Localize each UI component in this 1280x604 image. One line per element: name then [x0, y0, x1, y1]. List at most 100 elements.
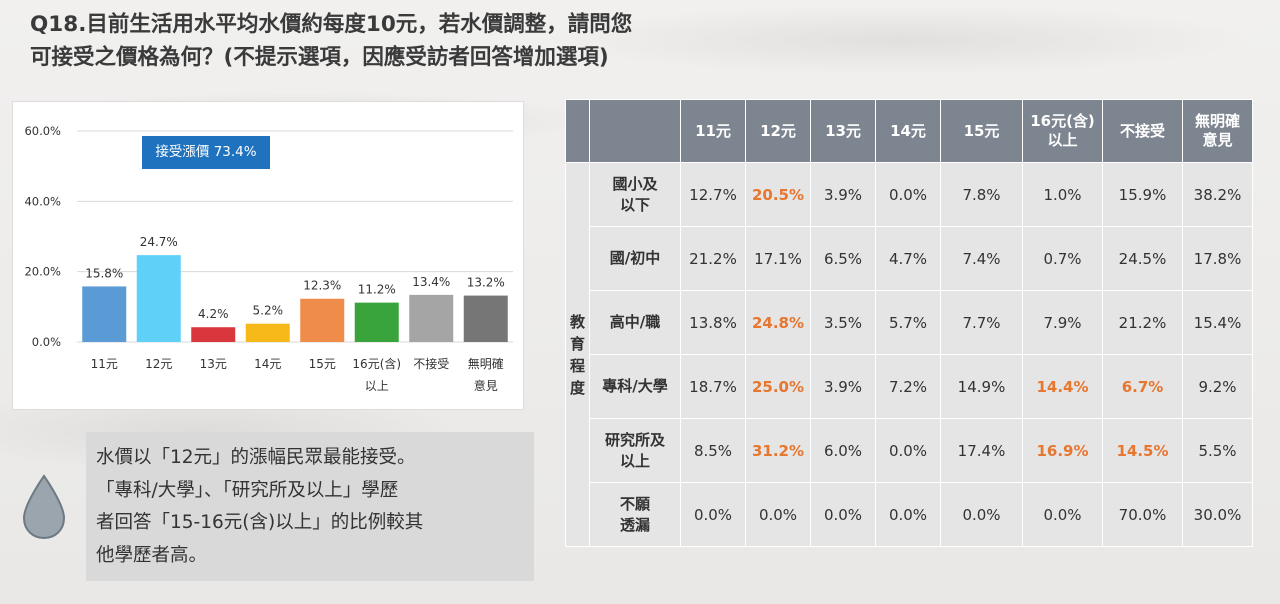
table-cell: 24.8%: [745, 290, 811, 355]
x-tick-label: 無明確: [468, 356, 504, 371]
group-label: 教育程度: [565, 162, 590, 547]
row-label: 專科/大學: [589, 354, 681, 419]
column-header: 14元: [875, 99, 941, 163]
bar: [409, 294, 454, 342]
column-header: 無明確 意見: [1182, 99, 1253, 163]
table-cell: 0.0%: [810, 482, 876, 547]
x-tick-label: 13元: [200, 357, 227, 371]
bar: [300, 298, 345, 342]
y-tick-label: 60.0%: [24, 124, 61, 138]
table-cell: 15.4%: [1182, 290, 1253, 355]
table-cell: 21.2%: [680, 226, 746, 291]
header-blank: [565, 99, 590, 163]
water-drop-icon: [22, 474, 66, 540]
data-label: 12.3%: [303, 279, 341, 293]
table-cell: 8.5%: [680, 418, 746, 483]
data-label: 15.8%: [85, 266, 123, 280]
table-cell: 14.5%: [1102, 418, 1183, 483]
table-cell: 6.7%: [1102, 354, 1183, 419]
table-cell: 0.0%: [940, 482, 1023, 547]
bar: [463, 295, 508, 342]
table-header-row: 11元 12元 13元 14元 15元 16元(含) 以上 不接受 無明確 意見: [565, 99, 1253, 163]
table-cell: 6.5%: [810, 226, 876, 291]
table-cell: 4.7%: [875, 226, 941, 291]
table-cell: 3.9%: [810, 162, 876, 227]
table-cell: 6.0%: [810, 418, 876, 483]
bar-chart: 0.0% 20.0% 40.0% 60.0% 15.8% 11元 24.7% 12元 4.2% 1…: [24, 124, 513, 393]
table-cell: 15.9%: [1102, 162, 1183, 227]
y-tick-label: 40.0%: [24, 194, 61, 208]
title-line-2: 可接受之價格為何？(不提示選項，因應受訪者回答增加選項): [30, 45, 609, 70]
table-cell: 9.2%: [1182, 354, 1253, 419]
table-cell: 0.0%: [1022, 482, 1103, 547]
table-cell: 5.5%: [1182, 418, 1253, 483]
row-label: 國/初中: [589, 226, 681, 291]
table-cell: 30.0%: [1182, 482, 1253, 547]
note-line-4: 他學歷者高。: [96, 544, 208, 566]
y-tick-label: 20.0%: [24, 265, 61, 279]
note-line-3: 者回答「15-16元(含)以上」的比例較其: [96, 512, 424, 533]
row-label: 研究所及 以上: [589, 418, 681, 483]
y-tick-label: 0.0%: [32, 335, 61, 349]
table-cell: 1.0%: [1022, 162, 1103, 227]
row-label: 不願 透漏: [589, 482, 681, 547]
table-cell: 21.2%: [1102, 290, 1183, 355]
data-label: 24.7%: [140, 235, 178, 249]
table-cell: 31.2%: [745, 418, 811, 483]
table-cell: 0.0%: [680, 482, 746, 547]
bar: [136, 255, 181, 342]
table-cell: 0.0%: [875, 162, 941, 227]
table-row: 不願 透漏 0.0% 0.0% 0.0% 0.0% 0.0% 0.0% 70.0% 30.0%: [566, 482, 1253, 547]
education-crosstab-table: 11元 12元 13元 14元 15元 16元(含) 以上 不接受 無明確 意見 教育程度國小及以…: [565, 99, 1253, 547]
table-cell: 7.9%: [1022, 290, 1103, 355]
x-tick-label: 意見: [474, 378, 498, 393]
column-header: 12元: [745, 99, 811, 163]
table-cell: 14.4%: [1022, 354, 1103, 419]
bar: [191, 327, 236, 342]
table-row: 國/初中 21.2% 17.1% 6.5% 4.7% 7.4% 0.7% 24.5% 17.8%: [566, 226, 1253, 291]
table-cell: 18.7%: [680, 354, 746, 419]
table-cell: 3.5%: [810, 290, 876, 355]
column-header: 13元: [810, 99, 876, 163]
table-cell: 24.5%: [1102, 226, 1183, 291]
x-tick-label: 14元: [254, 357, 281, 371]
table-row: 研究所及 以上 8.5% 31.2% 6.0% 0.0% 17.4% 16.9% 14.5% 5.…: [566, 418, 1253, 483]
x-tick-label: 16元(含): [352, 356, 401, 371]
table-cell: 7.2%: [875, 354, 941, 419]
bar: [82, 286, 127, 342]
row-label: 高中/職: [589, 290, 681, 355]
table-cell: 17.8%: [1182, 226, 1253, 291]
table-cell: 17.1%: [745, 226, 811, 291]
bar: [245, 323, 290, 342]
x-tick-label: 12元: [145, 357, 172, 371]
table-cell: 70.0%: [1102, 482, 1183, 547]
column-header: 16元(含) 以上: [1022, 99, 1103, 163]
bar: [354, 302, 399, 342]
row-label: 國小及 以下: [589, 162, 681, 227]
summary-note: 水價以「12元」的漲幅民眾最能接受。 「專科/大學」、「研究所及以上」學歷 者回…: [86, 432, 534, 581]
table-row: 專科/大學 18.7% 25.0% 3.9% 7.2% 14.9% 14.4% 6.7% 9.2…: [566, 354, 1253, 419]
table-cell: 3.9%: [810, 354, 876, 419]
column-header: 11元: [680, 99, 746, 163]
table-cell: 0.0%: [745, 482, 811, 547]
table-cell: 5.7%: [875, 290, 941, 355]
table-cell: 25.0%: [745, 354, 811, 419]
data-label: 13.2%: [467, 276, 505, 290]
x-tick-label: 11元: [91, 357, 118, 371]
table-cell: 16.9%: [1022, 418, 1103, 483]
data-label: 5.2%: [253, 304, 284, 318]
table-cell: 14.9%: [940, 354, 1023, 419]
data-label: 13.4%: [412, 275, 450, 289]
column-header: 15元: [940, 99, 1023, 163]
note-line-2: 「專科/大學」、「研究所及以上」學歷: [96, 479, 399, 501]
table-row: 教育程度國小及 以下 12.7% 20.5% 3.9% 0.0% 7.8% 1.0% 15.9%…: [565, 162, 1253, 547]
accept-increase-callout: 接受漲價 73.4%: [142, 136, 270, 169]
column-header: 不接受: [1102, 99, 1183, 163]
table-cell: 0.0%: [875, 482, 941, 547]
page-title: Q18.目前生活用水平均水價約每度10元，若水價調整，請問您 可接受之價格為何？…: [30, 8, 820, 74]
table-cell: 20.5%: [745, 162, 811, 227]
table-cell: 12.7%: [680, 162, 746, 227]
x-tick-label: 以上: [365, 379, 389, 393]
data-label: 11.2%: [358, 283, 396, 297]
bar-chart-panel: 0.0% 20.0% 40.0% 60.0% 15.8% 11元 24.7% 12元 4.2% 1…: [12, 101, 524, 410]
